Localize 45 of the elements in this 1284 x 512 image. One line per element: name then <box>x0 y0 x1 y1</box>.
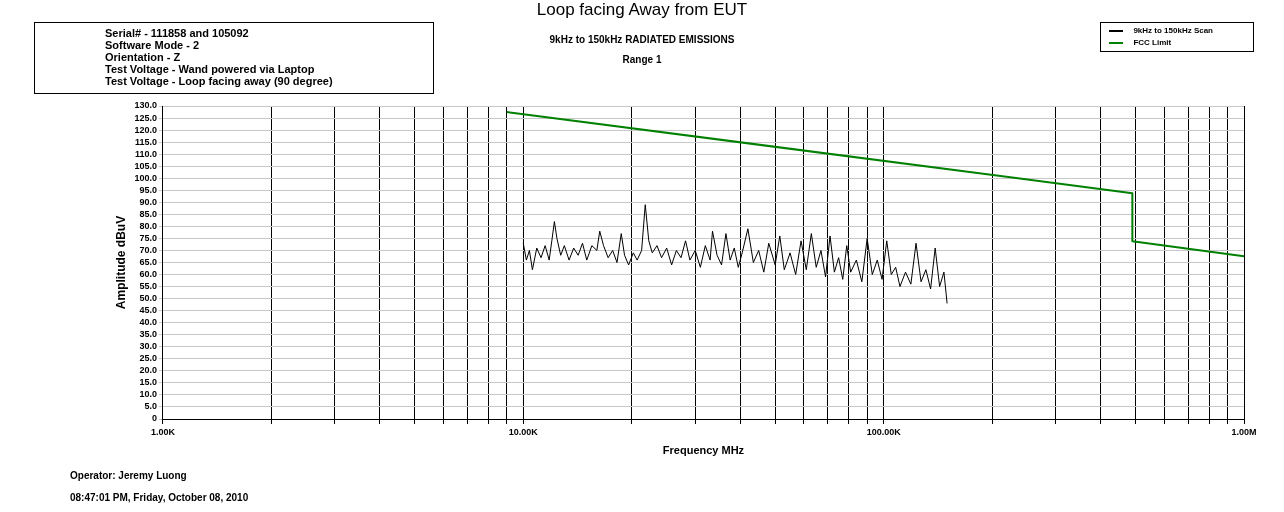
y-tick-label: 50.0 <box>139 293 157 304</box>
text: 08:47:01 PM, Friday, October 08, 2010 <box>70 492 249 503</box>
y-tick-label: 75.0 <box>139 232 157 243</box>
text: Software Mode - 2 <box>105 39 201 51</box>
y-tick-label: 125.0 <box>134 112 157 123</box>
text: Test Voltage - Wand powered via Laptop <box>105 63 316 75</box>
legend-label: FCC Limit <box>1133 38 1172 47</box>
y-tick-label: 10.0 <box>139 389 157 400</box>
chart-subtitle: 9kHz to 150kHz RADIATED EMISSIONS <box>549 34 735 45</box>
y-tick-label: 0 <box>151 413 157 424</box>
y-tick-label: 20.0 <box>139 365 157 376</box>
y-tick-label: 80.0 <box>139 220 157 231</box>
x-axis-title: Frequency MHz <box>662 444 745 457</box>
y-tick-label: 35.0 <box>139 329 157 340</box>
y-tick-label: 110.0 <box>134 148 157 159</box>
y-tick-label: 95.0 <box>139 184 157 195</box>
y-axis-title: Amplitude dBuV <box>113 215 128 310</box>
y-tick-label: 105.0 <box>134 160 157 171</box>
x-tick-label: 10.00K <box>508 426 539 437</box>
text: Serial# - 111858 and 105092 <box>105 27 250 39</box>
chart-title: Loop facing Away from EUT <box>535 0 749 20</box>
y-tick-label: 115.0 <box>134 136 157 147</box>
y-tick-label: 100.0 <box>134 172 157 183</box>
y-tick-label: 85.0 <box>139 208 157 219</box>
y-tick-label: 120.0 <box>134 124 157 135</box>
y-tick-label: 55.0 <box>139 281 157 292</box>
y-tick-label: 60.0 <box>139 269 157 280</box>
y-tick-label: 40.0 <box>139 317 157 328</box>
y-tick-label: 5.0 <box>144 401 157 412</box>
y-tick-label: 130.0 <box>134 100 157 111</box>
text: Test Voltage - Loop facing away (90 degree) <box>105 75 334 87</box>
y-tick-label: 70.0 <box>139 244 157 255</box>
text: Orientation - Z <box>105 51 182 63</box>
legend-label: 9kHz to 150kHz Scan <box>1133 26 1213 35</box>
x-tick-label: 1.00M <box>1231 426 1257 437</box>
y-tick-label: 90.0 <box>139 196 157 207</box>
y-tick-label: 45.0 <box>139 305 157 316</box>
y-tick-label: 30.0 <box>139 341 157 352</box>
x-tick-label: 100.00K <box>866 426 902 437</box>
y-tick-label: 65.0 <box>139 256 157 267</box>
y-tick-label: 15.0 <box>139 377 157 388</box>
text: Operator: Jeremy Luong <box>70 470 187 481</box>
text: Range 1 <box>622 54 662 65</box>
x-tick-label: 1.00K <box>150 426 176 437</box>
y-tick-label: 25.0 <box>139 353 157 364</box>
